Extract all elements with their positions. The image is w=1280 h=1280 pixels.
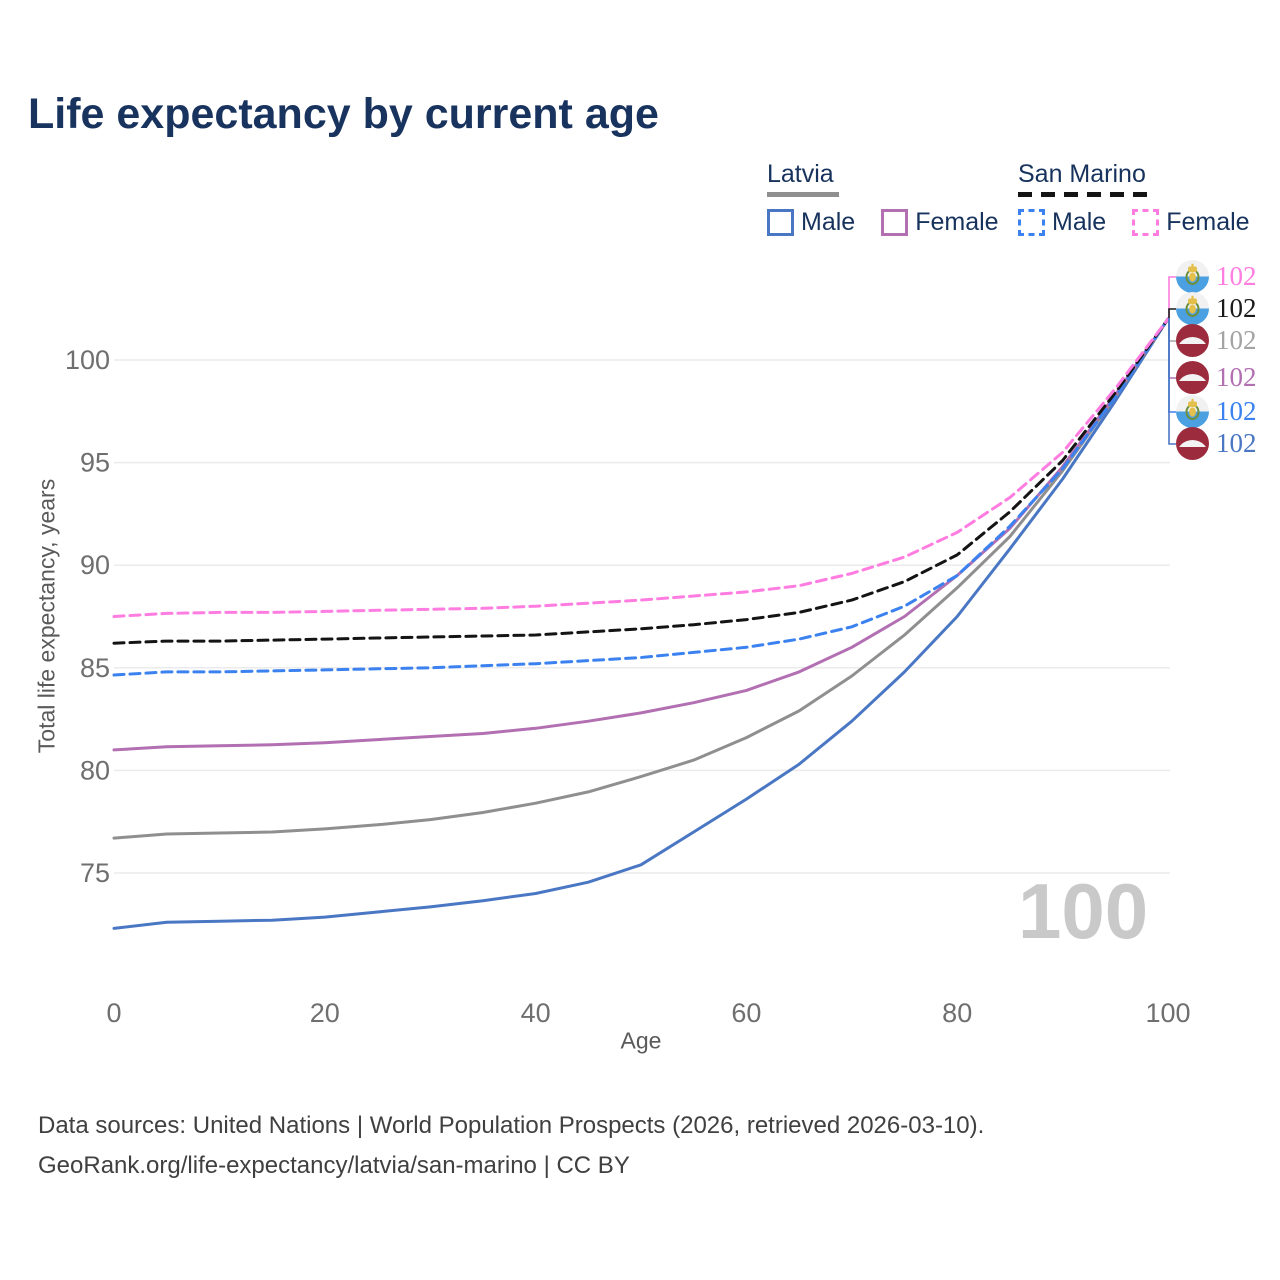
end-label-value: 102 <box>1216 362 1257 392</box>
end-label-value: 102 <box>1216 325 1257 355</box>
series-line-latvia-male[interactable] <box>112 317 1170 930</box>
y-tick-75: 75 <box>80 858 110 888</box>
legend-item-latvia-male[interactable]: Male <box>767 208 855 237</box>
x-tick-20: 20 <box>310 998 340 1028</box>
end-label-latvia-female[interactable]: 102 <box>1176 361 1257 394</box>
legend-country-latvia[interactable]: Latvia <box>767 160 834 188</box>
latvia-female-swatch <box>881 209 909 236</box>
series-line-san-marino-female[interactable] <box>112 317 1170 618</box>
end-label-san-marino-female[interactable]: 102 <box>1176 260 1257 293</box>
end-label-connector <box>1168 318 1176 445</box>
end-label-latvia-male[interactable]: 102 <box>1176 427 1257 460</box>
series-line-san-marino-male[interactable] <box>112 317 1170 677</box>
page-title: Life expectancy by current age <box>28 90 659 138</box>
x-tick-60: 60 <box>731 998 761 1028</box>
end-label-san-marino-both-sexes[interactable]: 102 <box>1176 292 1257 325</box>
legend-item-label: Female <box>915 208 999 236</box>
y-tick-100: 100 <box>65 345 110 375</box>
legend-item-latvia-female[interactable]: Female <box>881 208 999 237</box>
attribution-link[interactable]: GeoRank.org/life-expectancy/latvia/san-m… <box>38 1152 630 1179</box>
legend-item-label: Male <box>1052 208 1107 236</box>
data-sources-text: Data sources: United Nations | World Pop… <box>38 1112 985 1139</box>
san-marino-flag-icon <box>1176 260 1209 293</box>
latvia-flag-icon <box>1176 361 1209 394</box>
latvia-male-swatch <box>767 209 794 236</box>
end-label-value: 102 <box>1216 293 1257 323</box>
legend-country-san-marino[interactable]: San Marino <box>1018 160 1146 188</box>
san-marino-female-swatch <box>1132 209 1160 236</box>
legend-group-san-marino: San Marino Male Female <box>1018 160 1250 237</box>
y-axis-title: Total life expectancy, years <box>33 478 60 754</box>
latvia-flag-icon <box>1176 427 1209 460</box>
x-tick-80: 80 <box>942 998 972 1028</box>
end-label-connector <box>1168 308 1176 320</box>
legend-group-latvia: Latvia Male Female <box>767 160 999 237</box>
san-marino-flag-icon <box>1176 292 1209 325</box>
san-marino-flag-icon <box>1176 395 1209 428</box>
y-tick-90: 90 <box>80 550 110 580</box>
age-indicator-watermark: 100 <box>1018 867 1149 955</box>
end-label-value: 102 <box>1216 428 1257 458</box>
end-label-value: 102 <box>1216 261 1257 291</box>
latvia-flag-icon <box>1176 324 1209 357</box>
y-tick-85: 85 <box>80 653 110 683</box>
footer: Data sources: United Nations | World Pop… <box>38 1106 984 1186</box>
san-marino-male-swatch <box>1018 209 1045 236</box>
legend-item-san-marino-female[interactable]: Female <box>1132 208 1250 237</box>
legend-item-label: Female <box>1166 208 1250 236</box>
latvia-line-swatch <box>767 192 839 197</box>
san-marino-line-swatch <box>1018 192 1151 197</box>
x-tick-100: 100 <box>1145 998 1190 1028</box>
legend-item-san-marino-male[interactable]: Male <box>1018 208 1106 237</box>
x-tick-40: 40 <box>521 998 551 1028</box>
end-label-latvia-both-sexes[interactable]: 102 <box>1176 324 1257 357</box>
series-line-san-marino-both-sexes[interactable] <box>112 317 1170 645</box>
end-label-san-marino-male[interactable]: 102 <box>1176 395 1257 428</box>
x-tick-0: 0 <box>106 998 121 1028</box>
series-line-latvia-both-sexes[interactable] <box>112 317 1170 840</box>
y-tick-95: 95 <box>80 448 110 478</box>
legend-item-label: Male <box>801 208 856 236</box>
end-label-value: 102 <box>1216 396 1257 426</box>
x-axis-title: Age <box>620 1027 662 1054</box>
y-tick-80: 80 <box>80 755 110 785</box>
